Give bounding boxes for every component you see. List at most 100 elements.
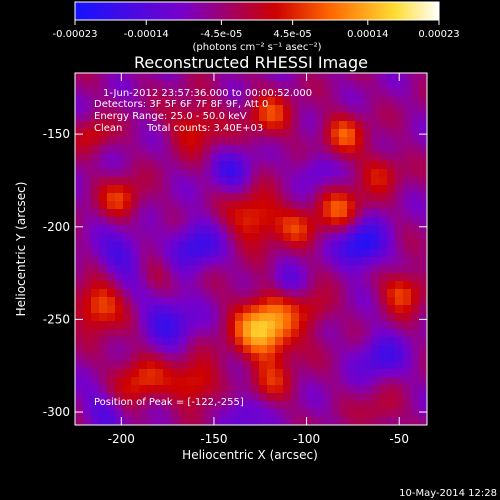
heatmap-cell <box>171 89 180 98</box>
heatmap-cell <box>363 361 372 370</box>
heatmap-cell <box>235 97 244 106</box>
heatmap-cell <box>363 209 372 218</box>
heatmap-cell <box>283 361 292 370</box>
heatmap-cell <box>299 329 308 338</box>
heatmap-cell <box>187 89 196 98</box>
heatmap-cell <box>299 401 308 410</box>
heatmap-cell <box>347 137 356 146</box>
heatmap-cell <box>203 401 212 410</box>
heatmap-cell <box>299 137 308 146</box>
heatmap-cell <box>131 313 140 322</box>
heatmap-cell <box>315 377 324 386</box>
heatmap-cell <box>147 393 156 402</box>
heatmap-cell <box>331 145 340 154</box>
heatmap-cell <box>347 369 356 378</box>
heatmap-cell <box>83 313 92 322</box>
heatmap-cell <box>187 105 196 114</box>
heatmap-cell <box>347 321 356 330</box>
heatmap-cell <box>299 305 308 314</box>
heatmap-cell <box>235 217 244 226</box>
heatmap-cell <box>187 353 196 362</box>
heatmap-cell <box>227 297 236 306</box>
heatmap-cell <box>171 257 180 266</box>
heatmap-cell <box>139 105 148 114</box>
heatmap-cell <box>195 361 204 370</box>
heatmap-cell <box>371 161 380 170</box>
heatmap-cell <box>123 129 132 138</box>
heatmap-cell <box>379 385 388 394</box>
heatmap-cell <box>75 201 84 210</box>
heatmap-cell <box>251 89 260 98</box>
heatmap-cell <box>363 137 372 146</box>
heatmap-cell <box>235 113 244 122</box>
heatmap-cell <box>227 137 236 146</box>
heatmap-cell <box>299 281 308 290</box>
heatmap-cell <box>259 329 268 338</box>
heatmap-cell <box>155 361 164 370</box>
heatmap-cell <box>107 177 116 186</box>
heatmap-cell <box>163 265 172 274</box>
heatmap-cell <box>299 273 308 282</box>
heatmap-cell <box>219 225 228 234</box>
heatmap-cell <box>411 81 420 90</box>
heatmap-cell <box>259 113 268 122</box>
heatmap-cell <box>267 73 276 82</box>
heatmap-cell <box>387 209 396 218</box>
heatmap-cell <box>251 113 260 122</box>
heatmap-cell <box>395 297 404 306</box>
heatmap-cell <box>179 113 188 122</box>
heatmap-cell <box>403 281 412 290</box>
heatmap-cell <box>403 337 412 346</box>
heatmap-cell <box>363 265 372 274</box>
heatmap-cell <box>347 89 356 98</box>
heatmap-cell <box>99 121 108 130</box>
heatmap-cell <box>275 417 284 426</box>
heatmap-cell <box>323 305 332 314</box>
heatmap-cell <box>355 345 364 354</box>
heatmap-cell <box>387 249 396 258</box>
heatmap-cell <box>339 369 348 378</box>
heatmap-cell <box>371 137 380 146</box>
heatmap-cell <box>323 201 332 210</box>
heatmap-cell <box>323 233 332 242</box>
heatmap-cell <box>203 377 212 386</box>
heatmap-cell <box>139 377 148 386</box>
heatmap-cell <box>363 185 372 194</box>
heatmap-cell <box>171 169 180 178</box>
heatmap-cell <box>395 369 404 378</box>
heatmap-cell <box>291 129 300 138</box>
heatmap-cell <box>347 209 356 218</box>
heatmap-cell <box>99 265 108 274</box>
heatmap-cell <box>395 145 404 154</box>
heatmap-cell <box>403 185 412 194</box>
heatmap-cell <box>291 137 300 146</box>
heatmap-cell <box>339 409 348 418</box>
heatmap-cell <box>371 201 380 210</box>
heatmap-cell <box>299 73 308 82</box>
heatmap-cell <box>99 129 108 138</box>
heatmap-cell <box>147 89 156 98</box>
heatmap-cell <box>115 257 124 266</box>
heatmap-cell <box>379 417 388 426</box>
heatmap-cell <box>395 113 404 122</box>
heatmap-cell <box>275 361 284 370</box>
heatmap-cell <box>83 321 92 330</box>
heatmap-cell <box>283 169 292 178</box>
heatmap-cell <box>307 145 316 154</box>
heatmap-cell <box>387 185 396 194</box>
heatmap-cell <box>115 73 124 82</box>
heatmap-cell <box>403 305 412 314</box>
heatmap-cell <box>259 209 268 218</box>
heatmap-cell <box>235 257 244 266</box>
heatmap-cell <box>307 361 316 370</box>
heatmap-cell <box>203 121 212 130</box>
heatmap-cell <box>179 321 188 330</box>
heatmap-cell <box>251 321 260 330</box>
heatmap-cell <box>75 417 84 426</box>
heatmap-cell <box>211 193 220 202</box>
heatmap-cell <box>387 297 396 306</box>
heatmap-cell <box>339 273 348 282</box>
heatmap-cell <box>395 89 404 98</box>
heatmap-cell <box>315 121 324 130</box>
heatmap-cell <box>187 73 196 82</box>
